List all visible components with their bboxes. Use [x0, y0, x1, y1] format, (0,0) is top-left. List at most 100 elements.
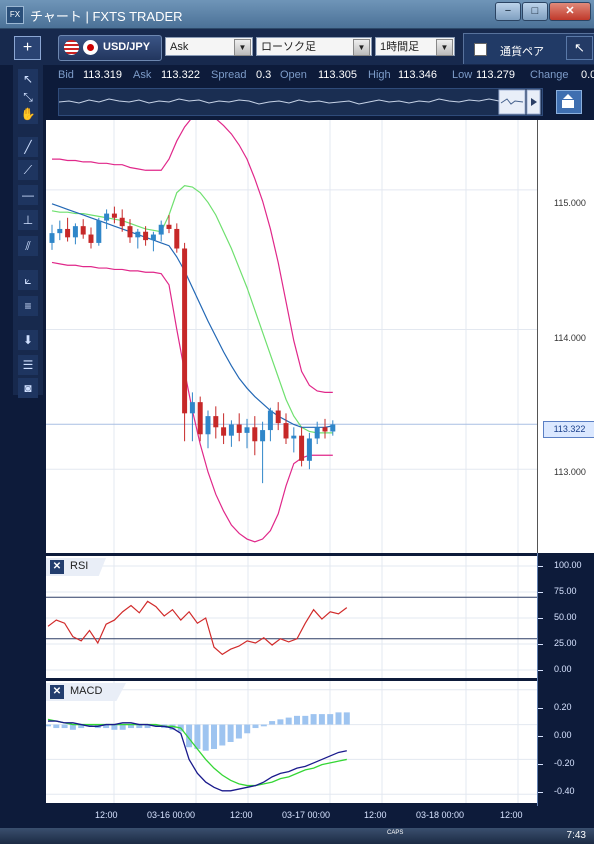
maximize-button[interactable]: □ [522, 2, 548, 21]
chevron-right-icon [531, 98, 537, 106]
expand-arrow-icon[interactable]: ↖ [566, 36, 593, 60]
time-tick: 03-16 00:00 [147, 810, 196, 820]
time-tick: 12:00 [500, 810, 523, 820]
pointer-icon[interactable]: ↖ [18, 69, 38, 89]
macd-histogram-bar [277, 719, 284, 725]
time-axis: 12:00 03-16 00:00 12:00 03-17 00:00 12:0… [46, 806, 594, 828]
side-select[interactable]: Ask ▼ [165, 37, 253, 56]
tab-checkbox[interactable] [474, 43, 487, 56]
hline-icon[interactable]: — [18, 185, 38, 205]
bid-value: 113.319 [83, 69, 122, 81]
macd-signal-line [47, 718, 347, 787]
line-icon[interactable]: ╱ [18, 137, 38, 157]
spread-value: 0.3 [256, 69, 272, 81]
macd-histogram-bar [327, 714, 334, 725]
clock: 7:43 [566, 830, 586, 841]
low-value: 113.279 [476, 69, 515, 81]
hand-icon[interactable]: ✋ [18, 104, 38, 124]
candle-body [283, 423, 289, 439]
timeframe-value: 1時間足 [380, 41, 420, 53]
fx-app-icon: FX [6, 6, 24, 24]
chart-toolbar: USD/JPY Ask ▼ ローソク足 ▼ 1時間足 ▼ 通貨ペア [0, 29, 594, 65]
caps-indicator: CAPS [387, 830, 404, 836]
add-chart-button[interactable]: + [14, 36, 41, 60]
candle-body [267, 410, 273, 431]
close-icon[interactable]: ✕ [50, 560, 64, 574]
rsi-panel[interactable]: ✕ RSI [46, 556, 537, 678]
chart-type-value: ローソク足 [261, 41, 316, 53]
channel-icon[interactable]: ⫽ [18, 236, 38, 256]
chart-navigator[interactable] [58, 88, 543, 116]
timeframe-select[interactable]: 1時間足 ▼ [375, 37, 455, 56]
macd-line [48, 720, 347, 792]
candle-body [189, 402, 195, 414]
list-icon[interactable]: ☰ [18, 355, 38, 375]
candle-body [111, 213, 117, 218]
bollinger-middle-line [51, 185, 333, 434]
macd-histogram-bar [244, 724, 251, 734]
navigator-line [58, 89, 541, 115]
candle-body [104, 213, 110, 221]
taskbar: CAPS 7:43 [0, 828, 594, 844]
macd-axis: 0.20 0.00 -0.20 -0.40 [537, 678, 594, 806]
tick-mark [538, 644, 543, 645]
close-icon[interactable]: ✕ [50, 685, 64, 699]
macd-histogram-bar [119, 724, 126, 730]
tick-mark [538, 566, 543, 567]
macd-tick: -0.40 [554, 786, 575, 796]
close-button[interactable]: ✕ [549, 2, 591, 21]
currency-pair-button[interactable]: USD/JPY [58, 35, 162, 61]
candle-body [213, 416, 219, 428]
macd-histogram-bar [45, 724, 51, 727]
tline-icon[interactable]: ⊥ [18, 210, 38, 230]
tick-mark [538, 708, 543, 709]
macd-histogram-bar [53, 724, 60, 729]
candle-body [119, 217, 125, 227]
macd-histogram-bar [128, 724, 134, 729]
rsi-tick: 0.00 [554, 664, 572, 674]
macd-histogram-bar [194, 724, 201, 749]
chevron-down-icon: ▼ [436, 39, 453, 56]
macd-histogram-bar [227, 724, 234, 742]
trendline-icon[interactable]: ⟋ [18, 160, 38, 180]
crosshair-icon[interactable]: ⤡ [18, 87, 38, 107]
macd-histogram-bar [260, 724, 267, 727]
jp-flag-icon [83, 40, 98, 55]
candle-body [244, 427, 250, 433]
candle-body [260, 430, 266, 442]
tab-label: 通貨ペア [500, 46, 544, 58]
rsi-axis: 100.00 75.00 50.00 25.00 0.00 [537, 553, 594, 678]
candle-body [127, 226, 133, 238]
open-label: Open [280, 69, 307, 81]
macd-histogram-bar [235, 724, 242, 739]
minimize-button[interactable]: − [495, 2, 521, 21]
fibonacci-icon[interactable]: ≡ [18, 296, 38, 316]
bollinger-upper-line [52, 112, 333, 393]
download-icon[interactable]: ⬇ [18, 330, 38, 350]
change-value: 0.0 [581, 69, 594, 81]
price-tick: 114.000 [554, 333, 586, 343]
chart-type-select[interactable]: ローソク足 ▼ [256, 37, 372, 56]
macd-histogram-bar [61, 724, 68, 729]
macd-histogram-bar [335, 712, 342, 725]
macd-histogram-bar [285, 717, 292, 725]
title-bar: FX チャート | FXTS TRADER − □ ✕ [0, 0, 594, 29]
ask-value: 113.322 [161, 69, 200, 81]
macd-histogram-bar [169, 724, 176, 730]
spread-label: Spread [211, 69, 247, 81]
rsi-line [47, 600, 348, 656]
candle-body [57, 228, 63, 234]
candle-body [205, 416, 211, 435]
camera-icon[interactable]: ◙ [18, 378, 38, 398]
current-price-label: 113.322 [543, 421, 594, 438]
side-value: Ask [170, 41, 189, 53]
price-chart[interactable] [46, 112, 537, 553]
low-label: Low [452, 69, 473, 81]
window-title: チャート | FXTS TRADER [30, 9, 183, 24]
ask-label: Ask [133, 69, 152, 81]
chevron-down-icon: ▼ [353, 39, 370, 56]
candle-body [65, 228, 71, 238]
macd-panel[interactable]: ✕ MACD [45, 681, 537, 803]
zoom-fit-button[interactable] [556, 90, 582, 114]
fan-icon[interactable]: ⟀ [18, 270, 38, 290]
